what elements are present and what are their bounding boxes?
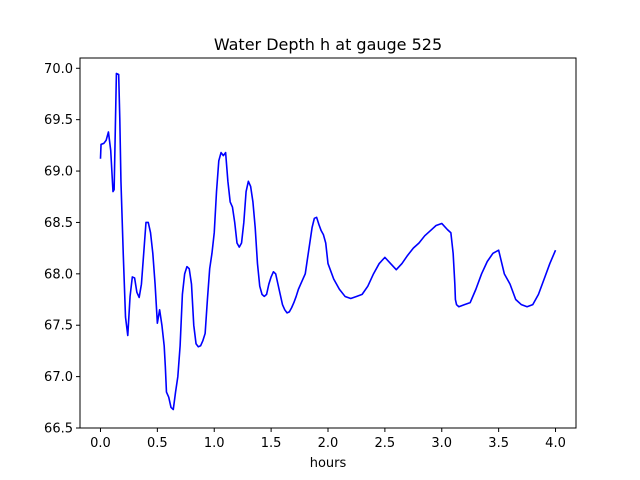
y-axis: 66.5 67.0 67.5 68.0 68.5 69.0 69.5 70.0 bbox=[44, 62, 80, 437]
y-tick-label: 67.0 bbox=[44, 370, 73, 385]
x-tick-label: 2.5 bbox=[375, 436, 396, 451]
series-line bbox=[99, 72, 557, 411]
x-axis-label: hours bbox=[310, 456, 347, 471]
y-tick-label: 69.0 bbox=[44, 165, 73, 180]
plot-area bbox=[99, 72, 557, 411]
y-tick-label: 68.0 bbox=[44, 267, 73, 282]
y-tick-label: 66.5 bbox=[44, 422, 73, 437]
x-tick-label: 3.5 bbox=[488, 436, 509, 451]
x-axis: 0.0 0.5 1.0 1.5 2.0 2.5 3.0 3.5 4.0 bbox=[90, 428, 566, 451]
y-tick-label: 69.5 bbox=[44, 113, 73, 128]
x-tick-label: 4.0 bbox=[545, 436, 566, 451]
y-tick-label: 67.5 bbox=[44, 319, 73, 334]
x-tick-label: 1.5 bbox=[261, 436, 282, 451]
chart-title: Water Depth h at gauge 525 bbox=[214, 35, 442, 54]
y-tick-label: 68.5 bbox=[44, 216, 73, 231]
x-tick-label: 1.0 bbox=[204, 436, 225, 451]
y-tick-label: 70.0 bbox=[44, 62, 73, 77]
x-tick-label: 0.0 bbox=[90, 436, 111, 451]
x-tick-label: 2.0 bbox=[318, 436, 339, 451]
x-tick-label: 3.0 bbox=[431, 436, 452, 451]
x-tick-label: 0.5 bbox=[147, 436, 168, 451]
